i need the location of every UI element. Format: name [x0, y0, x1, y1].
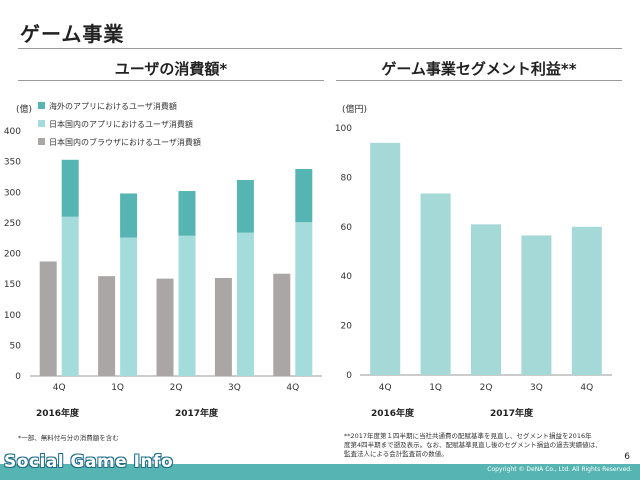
left-y-tick-label: 50 [10, 341, 22, 351]
left-x-tick-label: 2Q [170, 383, 183, 393]
left-y-tick-label: 150 [4, 280, 21, 290]
user-spending-chart: (億) 0 50 100 150 200 250 300 350 400 4Q 1Q 2Q 3Q 4Q 海外の… [4, 101, 322, 393]
bar-browser-spending [39, 261, 57, 376]
left-y-tick-label: 300 [4, 188, 21, 198]
right-y-tick-label: 100 [335, 124, 352, 134]
right-fy-label-2017: 2017年度 [490, 409, 534, 419]
left-y-tick-label: 200 [4, 250, 21, 260]
copyright-text: Copyright © DeNA Co., Ltd. All Rights Re… [487, 466, 632, 473]
right-panel-title: ゲーム事業セグメント利益** [381, 60, 577, 78]
bar-domestic-app-spending [178, 235, 196, 376]
bar-segment-profit [370, 142, 401, 375]
right-panel-divider [336, 80, 622, 81]
bar-segment-profit [420, 193, 451, 375]
right-x-tick-label: 2Q [480, 383, 493, 393]
bar-domestic-app-spending [61, 216, 79, 376]
legend-label: 日本国内のブラウザにおけるユーザ消費額 [49, 137, 201, 147]
right-footnote-line: 監査法人による会計監査前の数値。 [344, 450, 448, 458]
right-y-tick-label: 40 [341, 272, 353, 282]
bar-domestic-app-spending [236, 232, 254, 376]
right-x-tick-label: 4Q [379, 383, 392, 393]
bar-domestic-app-spending [295, 222, 313, 376]
right-y-tick-label: 60 [341, 223, 353, 233]
right-y-unit: (億円) [342, 103, 367, 115]
right-y-tick-label: 20 [341, 322, 353, 332]
segment-profit-chart: (億円) 0 20 40 60 80 100 4Q 1Q 2Q 3Q 4Q [335, 103, 612, 393]
right-footnote-line: 度第4四半期まで遡及表示。なお、配賦基準見直し後のセグメント損益の過去実績値は、 [344, 441, 602, 449]
left-panel-divider [18, 80, 324, 81]
right-x-tick-label: 4Q [580, 383, 593, 393]
left-y-unit: (億) [16, 103, 32, 115]
left-y-tick-label: 250 [4, 219, 21, 229]
right-footnote: **2017年度第１四半期に当社共通費の配賦基準を見直し、セグメント損益を201… [344, 432, 634, 459]
legend-label: 日本国内のアプリにおけるユーザ消費額 [49, 119, 193, 129]
legend-swatch [38, 138, 45, 145]
bar-browser-spending [156, 278, 174, 376]
left-x-tick-label: 4Q [53, 383, 66, 393]
legend-label: 海外のアプリにおけるユーザ消費額 [49, 101, 177, 111]
right-footnote-line: **2017年度第１四半期に当社共通費の配賦基準を見直し、セグメント損益を201… [344, 432, 592, 440]
legend-swatch [38, 120, 45, 127]
left-y-tick-label: 350 [4, 158, 21, 168]
bar-segment-profit [471, 224, 501, 375]
bar-browser-spending [214, 278, 232, 376]
left-y-tick-label: 400 [4, 127, 21, 137]
left-panel-title: ユーザの消費額* [114, 60, 228, 78]
left-footnote: *一部、無料付与分の消費額を含む [18, 434, 119, 442]
bar-browser-spending [273, 273, 291, 376]
left-fy-label-2016: 2016年度 [36, 409, 80, 419]
footer-bar [0, 464, 640, 480]
page-title: ゲーム事業 [20, 22, 125, 46]
bar-overseas-app-spending [295, 168, 313, 223]
right-x-tick-label: 3Q [530, 383, 543, 393]
bar-overseas-app-spending [120, 193, 138, 238]
right-y-tick-label: 0 [346, 371, 352, 381]
bar-overseas-app-spending [236, 180, 254, 233]
bar-segment-profit [571, 226, 602, 375]
left-y-tick-label: 100 [4, 311, 21, 321]
left-x-tick-label: 4Q [286, 383, 299, 393]
left-fy-label-2017: 2017年度 [175, 409, 219, 419]
watermark-logo: Social Game Info [4, 452, 174, 472]
right-fy-label-2016: 2016年度 [371, 409, 415, 419]
page-number: 6 [624, 452, 630, 462]
bar-overseas-app-spending [178, 191, 196, 236]
bar-domestic-app-spending [120, 237, 138, 376]
bar-overseas-app-spending [61, 159, 79, 217]
legend-swatch [38, 102, 45, 109]
left-x-tick-label: 3Q [228, 383, 241, 393]
bar-segment-profit [521, 235, 552, 375]
left-y-tick-label: 0 [15, 372, 21, 382]
right-x-tick-label: 1Q [429, 383, 442, 393]
bar-browser-spending [98, 276, 116, 376]
left-x-tick-label: 1Q [111, 383, 124, 393]
right-y-tick-label: 80 [341, 173, 353, 183]
title-divider [18, 48, 622, 49]
